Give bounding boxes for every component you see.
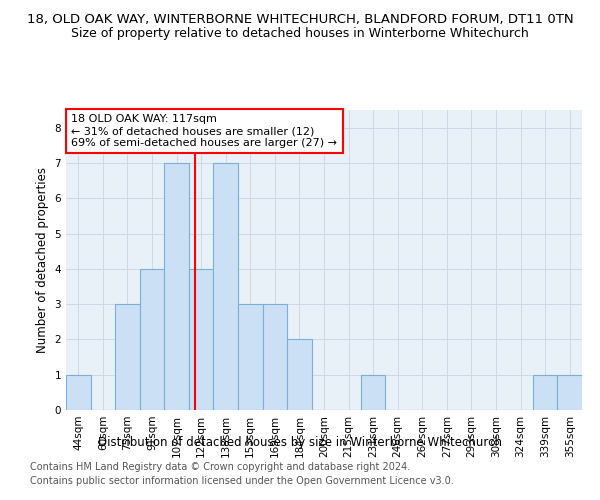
- Bar: [189, 269, 214, 410]
- Bar: [115, 304, 140, 410]
- Text: Contains public sector information licensed under the Open Government Licence v3: Contains public sector information licen…: [30, 476, 454, 486]
- Bar: [263, 304, 287, 410]
- Text: Size of property relative to detached houses in Winterborne Whitechurch: Size of property relative to detached ho…: [71, 28, 529, 40]
- Bar: [557, 374, 582, 410]
- Text: 18 OLD OAK WAY: 117sqm
← 31% of detached houses are smaller (12)
69% of semi-det: 18 OLD OAK WAY: 117sqm ← 31% of detached…: [71, 114, 337, 148]
- Bar: [164, 163, 189, 410]
- Bar: [238, 304, 263, 410]
- Y-axis label: Number of detached properties: Number of detached properties: [36, 167, 49, 353]
- Bar: [66, 374, 91, 410]
- Bar: [140, 269, 164, 410]
- Bar: [533, 374, 557, 410]
- Bar: [287, 340, 312, 410]
- Text: Contains HM Land Registry data © Crown copyright and database right 2024.: Contains HM Land Registry data © Crown c…: [30, 462, 410, 472]
- Text: Distribution of detached houses by size in Winterborne Whitechurch: Distribution of detached houses by size …: [98, 436, 502, 449]
- Bar: [214, 163, 238, 410]
- Bar: [361, 374, 385, 410]
- Text: 18, OLD OAK WAY, WINTERBORNE WHITECHURCH, BLANDFORD FORUM, DT11 0TN: 18, OLD OAK WAY, WINTERBORNE WHITECHURCH…: [26, 12, 574, 26]
